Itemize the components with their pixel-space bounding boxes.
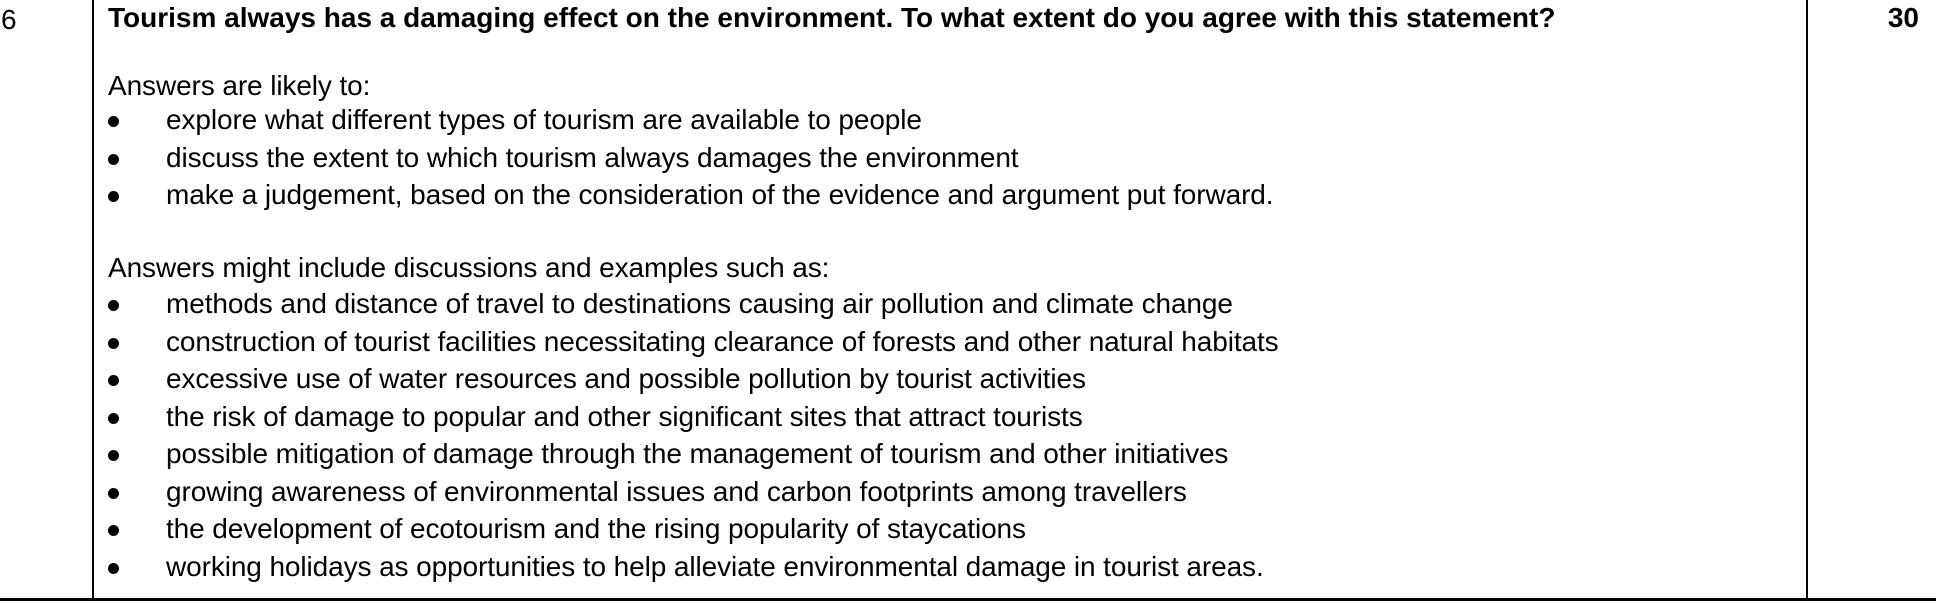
list-item: make a judgement, based on the considera… xyxy=(108,179,1274,217)
bullet-icon xyxy=(108,375,119,386)
list-item-text: explore what different types of tourism … xyxy=(166,104,922,135)
question-number-cell: 6 xyxy=(0,0,94,598)
list-item-text: construction of tourist facilities neces… xyxy=(166,325,1279,357)
answer-guidance-cell: Tourism always has a damaging effect on … xyxy=(94,0,1806,598)
bullet-icon xyxy=(108,450,119,461)
list-item-text: growing awareness of environmental issue… xyxy=(166,475,1187,507)
list-item-text: discuss the extent to which tourism alwa… xyxy=(166,141,1019,173)
table-bottom-border xyxy=(0,598,1936,601)
list-item: possible mitigation of damage through th… xyxy=(108,438,1279,476)
list-item-text: make a judgement, based on the considera… xyxy=(166,179,1274,210)
list-item: construction of tourist facilities neces… xyxy=(108,326,1279,364)
list-item-text: possible mitigation of damage through th… xyxy=(166,438,1229,469)
list-item: excessive use of water resources and pos… xyxy=(108,363,1279,401)
list-item: explore what different types of tourism … xyxy=(108,104,1273,142)
list-item-text: the risk of damage to popular and other … xyxy=(166,400,1083,432)
bullet-icon xyxy=(108,337,119,349)
bullet-icon xyxy=(108,487,119,499)
bullet-icon xyxy=(108,562,119,574)
list-item: the development of ecotourism and the ri… xyxy=(108,513,1279,551)
bullet-icon xyxy=(108,116,119,127)
bullet-icon xyxy=(108,525,119,536)
list-item-text: working holidays as opportunities to hel… xyxy=(166,550,1264,582)
likely-list: explore what different types of tourism … xyxy=(108,104,1274,217)
list-item-text: the development of ecotourism and the ri… xyxy=(166,513,1026,544)
list-item: methods and distance of travel to destin… xyxy=(108,288,1279,326)
marks-cell: 30 xyxy=(1806,0,1936,598)
bullet-icon xyxy=(108,300,119,311)
bullet-icon xyxy=(108,191,119,202)
question-number: 6 xyxy=(1,4,17,35)
likely-intro: Answers are likely to: xyxy=(108,70,371,101)
examples-list: methods and distance of travel to destin… xyxy=(108,288,1279,588)
bullet-icon xyxy=(108,153,119,165)
bullet-icon xyxy=(108,412,119,424)
question-text: Tourism always has a damaging effect on … xyxy=(108,2,1556,33)
list-item-text: excessive use of water resources and pos… xyxy=(166,363,1086,394)
list-item: the risk of damage to popular and other … xyxy=(108,401,1279,439)
marks-value: 30 xyxy=(1887,2,1919,33)
examples-intro: Answers might include discussions and ex… xyxy=(108,252,830,283)
list-item: discuss the extent to which tourism alwa… xyxy=(108,142,1273,180)
list-item: working holidays as opportunities to hel… xyxy=(108,551,1279,589)
list-item: growing awareness of environmental issue… xyxy=(108,476,1279,514)
list-item-text: methods and distance of travel to destin… xyxy=(166,288,1233,319)
